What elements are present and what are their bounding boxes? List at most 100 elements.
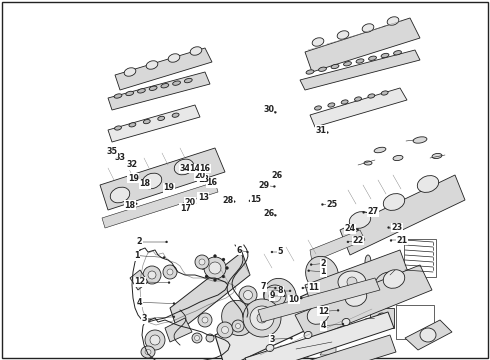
Ellipse shape	[135, 165, 137, 167]
Text: 24: 24	[345, 224, 356, 233]
Ellipse shape	[381, 53, 389, 58]
Ellipse shape	[158, 116, 165, 121]
Ellipse shape	[289, 290, 291, 292]
Ellipse shape	[342, 319, 350, 325]
Ellipse shape	[232, 320, 244, 332]
Polygon shape	[310, 88, 407, 127]
Ellipse shape	[205, 275, 208, 278]
Polygon shape	[108, 105, 200, 142]
Polygon shape	[215, 268, 375, 360]
Ellipse shape	[381, 91, 388, 95]
Ellipse shape	[195, 255, 209, 269]
Ellipse shape	[355, 97, 362, 101]
Text: 2: 2	[320, 259, 326, 268]
Ellipse shape	[274, 178, 276, 180]
Ellipse shape	[388, 226, 390, 229]
Polygon shape	[295, 335, 396, 360]
Text: 16: 16	[199, 164, 210, 173]
Ellipse shape	[345, 288, 367, 306]
Ellipse shape	[168, 282, 170, 284]
Ellipse shape	[364, 161, 372, 165]
Ellipse shape	[271, 251, 273, 253]
Ellipse shape	[264, 285, 286, 307]
Text: 9: 9	[269, 291, 275, 300]
Text: 6: 6	[236, 246, 242, 255]
Ellipse shape	[417, 176, 439, 192]
Ellipse shape	[273, 185, 275, 188]
Ellipse shape	[207, 168, 209, 170]
Text: 19: 19	[128, 174, 139, 183]
Ellipse shape	[205, 180, 207, 182]
Ellipse shape	[205, 258, 208, 261]
Text: 15: 15	[250, 195, 261, 204]
Ellipse shape	[135, 203, 137, 205]
Ellipse shape	[141, 346, 155, 358]
Ellipse shape	[382, 280, 398, 296]
Ellipse shape	[312, 38, 324, 46]
Ellipse shape	[191, 168, 193, 170]
Ellipse shape	[143, 266, 161, 284]
Text: 21: 21	[396, 236, 407, 245]
Ellipse shape	[377, 313, 387, 323]
Ellipse shape	[202, 317, 208, 323]
Ellipse shape	[150, 335, 160, 345]
Text: 31: 31	[316, 126, 326, 135]
Ellipse shape	[163, 256, 165, 258]
Ellipse shape	[221, 300, 254, 336]
Ellipse shape	[328, 103, 335, 107]
Text: 35: 35	[106, 148, 117, 156]
Ellipse shape	[199, 259, 205, 265]
Text: 18: 18	[124, 201, 135, 210]
Ellipse shape	[274, 214, 276, 216]
Ellipse shape	[306, 70, 314, 74]
Ellipse shape	[274, 111, 276, 113]
Ellipse shape	[198, 313, 212, 327]
Ellipse shape	[174, 159, 194, 175]
Polygon shape	[170, 252, 250, 332]
Text: 25: 25	[327, 199, 338, 208]
Text: 12: 12	[318, 307, 329, 316]
Text: 3: 3	[142, 314, 147, 323]
Text: 11: 11	[308, 283, 319, 292]
Ellipse shape	[195, 336, 199, 341]
Ellipse shape	[347, 241, 349, 243]
Ellipse shape	[214, 255, 217, 257]
Polygon shape	[305, 250, 408, 308]
Ellipse shape	[145, 330, 165, 350]
Ellipse shape	[338, 271, 366, 293]
Text: 13: 13	[198, 193, 209, 202]
Ellipse shape	[222, 275, 225, 278]
Ellipse shape	[168, 54, 180, 62]
Ellipse shape	[246, 251, 248, 253]
Text: 26: 26	[263, 208, 274, 217]
Ellipse shape	[356, 59, 364, 63]
Ellipse shape	[201, 176, 203, 178]
Text: 5: 5	[277, 247, 283, 256]
Ellipse shape	[244, 291, 252, 300]
Ellipse shape	[341, 100, 348, 104]
Ellipse shape	[368, 94, 375, 98]
Polygon shape	[245, 312, 394, 360]
Ellipse shape	[206, 198, 208, 200]
Ellipse shape	[138, 89, 146, 93]
Text: 3: 3	[269, 335, 275, 343]
Ellipse shape	[321, 203, 323, 206]
Ellipse shape	[380, 280, 390, 290]
Ellipse shape	[318, 67, 326, 71]
Bar	[396, 305, 434, 339]
Ellipse shape	[357, 229, 359, 231]
Ellipse shape	[194, 202, 196, 204]
Ellipse shape	[190, 47, 202, 55]
Text: 12: 12	[134, 277, 145, 287]
Ellipse shape	[115, 126, 122, 130]
Ellipse shape	[374, 272, 406, 304]
Ellipse shape	[349, 212, 371, 228]
Polygon shape	[310, 230, 365, 262]
Ellipse shape	[201, 266, 204, 270]
Polygon shape	[405, 320, 452, 350]
Ellipse shape	[243, 299, 281, 337]
Text: 17: 17	[180, 203, 191, 212]
Ellipse shape	[347, 277, 357, 287]
Ellipse shape	[393, 51, 401, 55]
Ellipse shape	[110, 187, 130, 203]
